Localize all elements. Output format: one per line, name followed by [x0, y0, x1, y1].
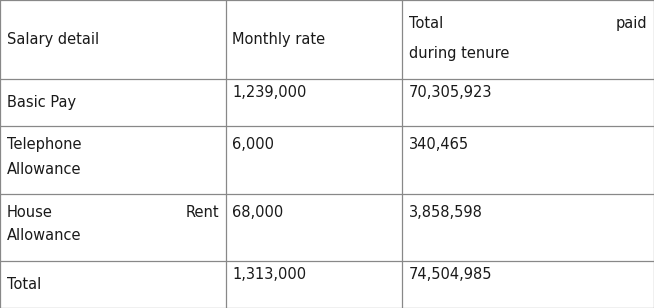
Text: Rent: Rent — [186, 205, 219, 220]
Text: Monthly rate: Monthly rate — [232, 32, 325, 47]
Text: 1,239,000: 1,239,000 — [232, 85, 307, 99]
Text: 1,313,000: 1,313,000 — [232, 267, 306, 282]
Text: Salary detail: Salary detail — [7, 32, 99, 47]
Text: Basic Pay: Basic Pay — [7, 95, 76, 110]
Text: Total: Total — [7, 277, 41, 292]
Text: 74,504,985: 74,504,985 — [409, 267, 492, 282]
Text: 3,858,598: 3,858,598 — [409, 205, 483, 220]
Text: Allowance: Allowance — [7, 162, 81, 177]
Text: 340,465: 340,465 — [409, 137, 469, 152]
Text: paid: paid — [616, 16, 647, 31]
Text: House: House — [7, 205, 52, 220]
Text: Telephone: Telephone — [7, 137, 81, 152]
Text: 68,000: 68,000 — [232, 205, 283, 220]
Text: Total: Total — [409, 16, 443, 31]
Text: 70,305,923: 70,305,923 — [409, 85, 492, 99]
Text: Allowance: Allowance — [7, 228, 81, 243]
Text: during tenure: during tenure — [409, 46, 509, 61]
Text: 6,000: 6,000 — [232, 137, 274, 152]
